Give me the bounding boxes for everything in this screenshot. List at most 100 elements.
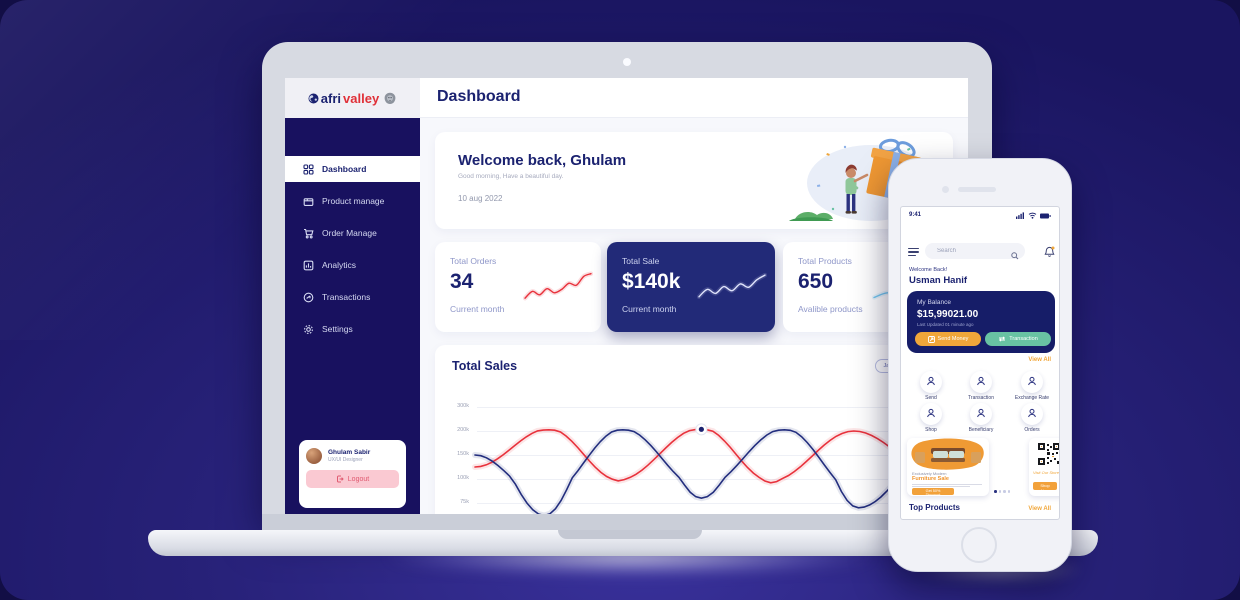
qr-code — [1037, 442, 1059, 466]
sidebar-item-label: Dashboard — [322, 164, 367, 174]
sales-chart-svg — [472, 423, 940, 514]
action-label: Exchange Rate — [1014, 395, 1050, 401]
sidebar-menu: Dashboard Product manage Order Manage An… — [285, 156, 420, 348]
lion-icon — [383, 92, 397, 105]
sidebar-item-analytics[interactable]: Analytics — [285, 252, 420, 278]
grid-icon — [303, 163, 314, 175]
stat-caption: Avalible products — [798, 304, 863, 314]
total-sales-chart-card: Total Sales Jan-Dec 300k 200k 150k 100k … — [435, 345, 953, 514]
y-tick-label: 75k — [460, 499, 469, 505]
dashboard-main: Welcome back, Ghulam Good morning, Have … — [420, 118, 968, 514]
user-name: Usman Hanif — [909, 275, 968, 286]
person-icon — [976, 373, 986, 391]
stat-card-total-sale: Total Sale $140k Current month — [607, 242, 775, 332]
action-send-button[interactable] — [920, 371, 942, 393]
sidebar-item-settings[interactable]: Settings — [285, 316, 420, 342]
shop-now-button[interactable]: Shop Now — [1033, 482, 1057, 493]
logout-arrow-icon — [336, 475, 344, 483]
app-logo: afri valley — [285, 78, 420, 118]
person-icon — [976, 405, 986, 423]
stat-label: Total Orders — [450, 256, 497, 266]
top-products-view-all-link[interactable]: View All — [1028, 506, 1051, 512]
top-products-title: Top Products — [909, 503, 960, 512]
laptop-screen: afri valley Dashboard Dashboard Product m… — [285, 78, 968, 514]
page-title: Dashboard — [437, 88, 521, 105]
sidebar-item-transactions[interactable]: Transactions — [285, 284, 420, 310]
profile-name: Ghulam Sabir — [328, 449, 371, 456]
stat-caption: Current month — [450, 304, 505, 314]
spark-0 — [523, 271, 593, 301]
laptop-webcam-dot — [623, 58, 631, 66]
sales-series-0-main — [474, 428, 938, 484]
stat-value: 650 — [798, 270, 834, 293]
stat-card-total-orders: Total Orders 34 Current month — [435, 242, 601, 332]
stat-value: 34 — [450, 270, 474, 293]
qr-promo-card[interactable]: Visit Our Store Shop Now — [1029, 438, 1059, 496]
action-label: Beneficiary — [968, 427, 994, 433]
logout-button[interactable]: Logout — [306, 470, 399, 488]
battery-icon — [1040, 213, 1051, 219]
sidebar-item-product-manage[interactable]: Product manage — [285, 188, 420, 214]
send-money-button[interactable]: Send Money — [915, 332, 981, 346]
action-orders: Orders — [1010, 403, 1054, 433]
action-beneficiary-button[interactable] — [970, 403, 992, 425]
wifi-icon — [1028, 212, 1037, 219]
promo-text-line — [912, 483, 982, 485]
action-shop-button[interactable] — [920, 403, 942, 425]
sidebar-item-dashboard[interactable]: Dashboard — [285, 156, 420, 182]
action-label: Orders — [1024, 427, 1040, 433]
promo-title: Furniture Sale — [912, 476, 949, 482]
menu-icon[interactable] — [908, 248, 919, 256]
phone-speaker-bar — [958, 187, 996, 192]
sidebar-item-order-manage[interactable]: Order Manage — [285, 220, 420, 246]
logout-label: Logout — [347, 475, 370, 483]
action-transaction-button[interactable] — [970, 371, 992, 393]
phone-screen: 9:41 Welcome Back! Usman Hanif My Balanc… — [900, 206, 1060, 520]
profile-card: Ghulam Sabir UX/UI Designer Logout — [299, 440, 406, 508]
balance-card: My Balance $15,99021.00 Last Updated 01 … — [907, 291, 1055, 353]
greeting-text: Welcome Back! — [909, 267, 948, 273]
laptop-hinge — [262, 514, 992, 534]
balance-updated: Last Updated 01 minute ago — [917, 322, 974, 327]
gridline — [477, 479, 937, 480]
status-icons — [1016, 212, 1051, 219]
sidebar-item-label: Settings — [322, 324, 353, 334]
actions-view-all-link[interactable]: View All — [1028, 357, 1051, 363]
transfer-icon — [303, 292, 314, 303]
gridline — [477, 455, 937, 456]
action-orders-button[interactable] — [1021, 403, 1043, 425]
transaction-button[interactable]: Transaction — [985, 332, 1051, 346]
notification-bell-icon[interactable] — [1044, 245, 1055, 257]
carousel-dots[interactable] — [994, 490, 1010, 493]
person-icon — [926, 405, 936, 423]
y-tick-label: 150k — [457, 451, 469, 457]
box-icon — [303, 196, 314, 207]
action-exchange-rate-button[interactable] — [1021, 371, 1043, 393]
y-tick-label: 100k — [457, 475, 469, 481]
action-exchange-rate: Exchange Rate — [1010, 371, 1054, 401]
dashboard-header: afri valley Dashboard — [285, 78, 968, 118]
status-time: 9:41 — [909, 212, 922, 218]
furniture-promo-card[interactable]: Exclusively Modern Furniture Sale Get 50… — [907, 438, 989, 496]
transaction-icon — [998, 336, 1006, 342]
sales-series-1-glow — [472, 426, 940, 514]
sidebar-item-label: Transactions — [322, 292, 371, 302]
gear-icon — [303, 324, 314, 335]
search-bar[interactable] — [925, 243, 1025, 260]
sales-marker-dot — [698, 426, 704, 432]
promo-script-text: Visit Our Store — [1033, 470, 1059, 475]
search-input[interactable] — [935, 243, 1005, 259]
promo-subtitle: Exclusively Modern — [912, 471, 947, 476]
sidebar-item-label: Product manage — [322, 196, 385, 206]
phone-camera-dot — [942, 186, 949, 193]
discount-button[interactable]: Get 50% Discount — [912, 488, 954, 496]
logo-text-prefix: afri — [320, 90, 342, 106]
signal-icon — [1016, 212, 1025, 219]
sidebar-item-label: Analytics — [322, 260, 357, 270]
action-label: Transaction — [968, 395, 994, 401]
phone-home-button[interactable] — [961, 527, 997, 563]
welcome-date: 10 aug 2022 — [458, 194, 503, 203]
balance-label: My Balance — [917, 299, 951, 306]
action-transaction: Transaction — [959, 371, 1003, 401]
